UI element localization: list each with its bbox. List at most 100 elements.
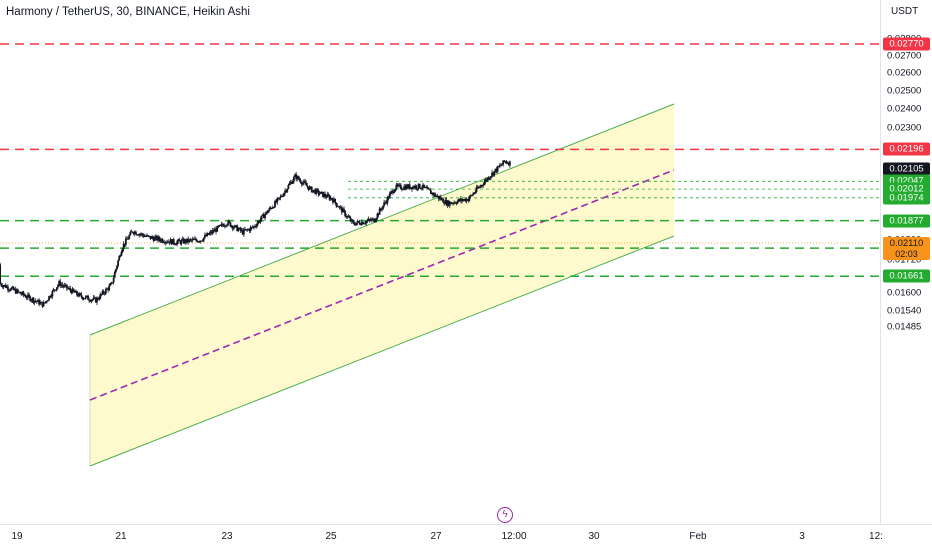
candle-body (408, 184, 411, 189)
candle-body (58, 281, 61, 286)
time-axis[interactable]: 19 21 23 25 27 12:00 30 Feb 3 12: (0, 524, 932, 551)
candle-body (192, 239, 195, 241)
candle-body (392, 190, 394, 193)
candle-body (27, 294, 29, 298)
candle-body (344, 210, 347, 217)
candle-body (429, 190, 432, 194)
candle-body (462, 199, 465, 201)
candle-body (190, 239, 193, 241)
candle-body (474, 191, 477, 194)
candle-body (23, 294, 26, 296)
candle-body (116, 265, 118, 270)
candle-body (78, 293, 81, 297)
candle-body (385, 202, 388, 204)
candle-body (193, 238, 196, 240)
candle-body (5, 286, 8, 288)
candle-body (442, 198, 444, 203)
candle-body (205, 235, 207, 237)
time-label: 21 (115, 531, 127, 542)
candle-body (136, 234, 138, 236)
candle-body (291, 180, 294, 184)
candle-body (500, 165, 502, 167)
candle-body (41, 301, 44, 307)
candle-body (47, 300, 49, 302)
candle-body (364, 223, 367, 225)
candle-body (377, 213, 380, 215)
candle-body (286, 188, 289, 192)
candle-body (317, 190, 320, 195)
candle-body (225, 225, 227, 227)
candle-body (332, 199, 334, 203)
candle-body (475, 187, 478, 192)
candle-body (54, 289, 57, 291)
candle-body (487, 177, 490, 180)
candle-body (230, 225, 233, 227)
candle-body (422, 184, 424, 188)
candle-body (172, 239, 175, 244)
chart-area[interactable]: Harmony / TetherUS, 30, BINANCE, Heikin … (0, 0, 880, 524)
candle-body (7, 286, 9, 290)
candle-body (380, 209, 383, 211)
candle-body (201, 240, 204, 242)
candle-body (157, 236, 160, 241)
candle-body (277, 197, 280, 199)
candle-body (466, 199, 469, 201)
candle-body (32, 297, 35, 303)
candle-body (82, 298, 85, 300)
candle-body (299, 180, 302, 183)
time-label: 3 (799, 531, 805, 542)
candle-body (231, 225, 234, 229)
candle-body (124, 238, 127, 245)
time-label: 23 (221, 531, 233, 542)
candle-body (428, 189, 431, 191)
candle-body (260, 215, 263, 220)
candle-body (485, 179, 488, 181)
candle-body (232, 227, 235, 229)
candle-body (48, 295, 50, 301)
candle-body (339, 206, 342, 208)
price-level-badge: 0.02770 (883, 37, 930, 51)
candle-body (445, 199, 448, 206)
candle-body (353, 222, 355, 225)
candle-body (200, 240, 203, 242)
channel-lower-line (89, 235, 675, 467)
price-axis[interactable]: USDT 0.028000.027000.026000.025000.02400… (880, 0, 932, 524)
time-label: 27 (430, 531, 442, 542)
candle-body (29, 296, 32, 301)
candle-body (290, 182, 293, 184)
candle-body (33, 300, 36, 303)
candle-body (274, 200, 276, 208)
candle-body (497, 166, 500, 168)
candle-body (34, 300, 37, 302)
candle-body (419, 188, 422, 190)
time-label: Feb (689, 531, 707, 542)
candle-body (181, 238, 184, 241)
candle-body (423, 184, 426, 188)
candle-body (340, 207, 343, 213)
candle-body (449, 202, 452, 204)
candle-body (81, 296, 84, 299)
candle-body (387, 197, 390, 199)
candle-body (94, 297, 97, 303)
lightning-bolt-icon[interactable]: ϟ (497, 507, 513, 523)
candle-body (493, 171, 496, 176)
candle-body (44, 301, 47, 303)
candle-body (199, 240, 202, 242)
candle-body (373, 218, 375, 223)
candle-body (365, 221, 368, 224)
candle-body (328, 195, 331, 200)
candle-body (100, 294, 103, 296)
candle-body (417, 183, 420, 189)
candle-body (397, 184, 400, 186)
candle-body (375, 218, 378, 221)
candle-body (505, 161, 508, 163)
candle-body (350, 219, 353, 222)
candle-body (338, 206, 341, 208)
candle-body (407, 184, 410, 189)
candle-body (57, 285, 59, 288)
candle-body (357, 221, 360, 223)
price-chart[interactable] (0, 0, 880, 524)
candle-body (369, 219, 372, 221)
candle-body (477, 187, 480, 189)
candle-body (363, 223, 365, 225)
